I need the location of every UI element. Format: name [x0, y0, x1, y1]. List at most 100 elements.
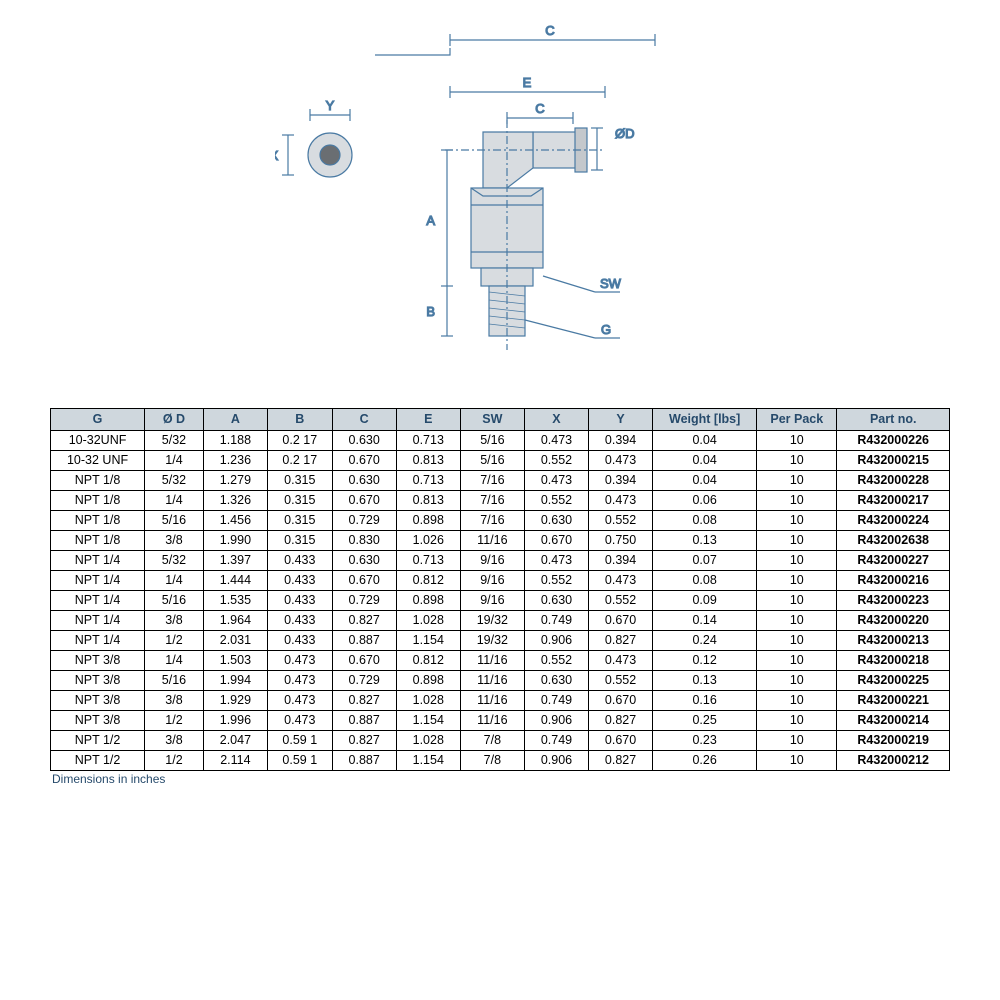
- table-cell: 0.729: [332, 671, 396, 691]
- table-cell: 0.06: [653, 491, 757, 511]
- table-cell: 0.827: [589, 631, 653, 651]
- table-cell: R432000226: [837, 431, 950, 451]
- table-cell: 0.750: [589, 531, 653, 551]
- table-cell: 19/32: [460, 611, 524, 631]
- table-cell: 1/4: [145, 571, 204, 591]
- table-cell: 11/16: [460, 711, 524, 731]
- table-cell: 2.114: [203, 751, 267, 771]
- table-cell: 10: [757, 651, 837, 671]
- table-cell: 0.630: [524, 671, 588, 691]
- table-cell: 11/16: [460, 531, 524, 551]
- table-cell: 0.08: [653, 571, 757, 591]
- table-cell: 0.26: [653, 751, 757, 771]
- table-row: 10-32 UNF1/41.2360.2 170.6700.8135/160.5…: [51, 451, 950, 471]
- table-cell: 0.827: [332, 731, 396, 751]
- table-cell: 0.552: [589, 671, 653, 691]
- table-row: NPT 3/81/21.9960.4730.8871.15411/160.906…: [51, 711, 950, 731]
- table-cell: R432000216: [837, 571, 950, 591]
- table-cell: 11/16: [460, 691, 524, 711]
- table-cell: 5/16: [460, 431, 524, 451]
- table-cell: 11/16: [460, 671, 524, 691]
- dim-g: G: [601, 322, 611, 337]
- table-cell: 0.552: [524, 451, 588, 471]
- table-cell: 19/32: [460, 631, 524, 651]
- table-cell: 0.07: [653, 551, 757, 571]
- table-cell: 1.279: [203, 471, 267, 491]
- table-cell: NPT 1/2: [51, 751, 145, 771]
- table-cell: NPT 1/4: [51, 551, 145, 571]
- table-cell: 0.473: [267, 671, 332, 691]
- table-row: 10-32UNF5/321.1880.2 170.6300.7135/160.4…: [51, 431, 950, 451]
- table-cell: 10: [757, 711, 837, 731]
- table-cell: 0.830: [332, 531, 396, 551]
- dim-sw: SW: [600, 276, 622, 291]
- table-cell: 0.14: [653, 611, 757, 631]
- table-cell: 1.964: [203, 611, 267, 631]
- table-cell: 0.713: [396, 431, 460, 451]
- table-cell: 0.25: [653, 711, 757, 731]
- table-row: NPT 1/85/161.4560.3150.7290.8987/160.630…: [51, 511, 950, 531]
- table-cell: 1.990: [203, 531, 267, 551]
- table-cell: 1.456: [203, 511, 267, 531]
- table-cell: 5/32: [145, 551, 204, 571]
- table-cell: 0.473: [524, 551, 588, 571]
- table-cell: 0.713: [396, 551, 460, 571]
- table-row: NPT 1/45/161.5350.4330.7290.8989/160.630…: [51, 591, 950, 611]
- col-header-x: X: [524, 409, 588, 431]
- table-cell: 10: [757, 691, 837, 711]
- table-cell: 0.315: [267, 491, 332, 511]
- table-cell: 0.23: [653, 731, 757, 751]
- table-cell: 7/16: [460, 491, 524, 511]
- table-cell: R432000223: [837, 591, 950, 611]
- table-row: NPT 1/85/321.2790.3150.6300.7137/160.473…: [51, 471, 950, 491]
- table-cell: 0.670: [332, 651, 396, 671]
- table-cell: 0.898: [396, 591, 460, 611]
- table-cell: R432000227: [837, 551, 950, 571]
- table-cell: 1/2: [145, 631, 204, 651]
- table-cell: 0.473: [267, 691, 332, 711]
- table-cell: 1.994: [203, 671, 267, 691]
- dim-c-inner: C: [535, 101, 544, 116]
- table-cell: 10: [757, 511, 837, 531]
- table-cell: 1.535: [203, 591, 267, 611]
- table-cell: 0.898: [396, 511, 460, 531]
- table-cell: R432000221: [837, 691, 950, 711]
- table-cell: 0.433: [267, 611, 332, 631]
- table-cell: 1/4: [145, 491, 204, 511]
- table-row: NPT 3/83/81.9290.4730.8271.02811/160.749…: [51, 691, 950, 711]
- table-cell: 9/16: [460, 571, 524, 591]
- table-cell: 0.749: [524, 691, 588, 711]
- table-cell: 0.433: [267, 571, 332, 591]
- table-cell: R432000218: [837, 651, 950, 671]
- table-cell: 3/8: [145, 731, 204, 751]
- table-cell: 1.154: [396, 631, 460, 651]
- table-cell: NPT 3/8: [51, 711, 145, 731]
- table-cell: 0.827: [589, 751, 653, 771]
- table-cell: 0.827: [589, 711, 653, 731]
- table-cell: 10: [757, 431, 837, 451]
- table-cell: 0.473: [589, 491, 653, 511]
- table-cell: R432000224: [837, 511, 950, 531]
- table-cell: 1.154: [396, 711, 460, 731]
- table-cell: 0.552: [524, 651, 588, 671]
- dim-b: B: [426, 304, 435, 319]
- table-cell: 5/32: [145, 431, 204, 451]
- table-cell: 10: [757, 591, 837, 611]
- table-cell: 10-32 UNF: [51, 451, 145, 471]
- table-cell: 0.59 1: [267, 731, 332, 751]
- table-cell: 0.887: [332, 711, 396, 731]
- table-row: NPT 3/85/161.9940.4730.7290.89811/160.63…: [51, 671, 950, 691]
- table-cell: 7/16: [460, 511, 524, 531]
- table-cell: 0.13: [653, 671, 757, 691]
- table-cell: 1/2: [145, 711, 204, 731]
- table-cell: 10: [757, 491, 837, 511]
- table-cell: 1.326: [203, 491, 267, 511]
- table-cell: 9/16: [460, 591, 524, 611]
- table-cell: 3/8: [145, 691, 204, 711]
- table-cell: 1.397: [203, 551, 267, 571]
- table-cell: 0.906: [524, 631, 588, 651]
- table-cell: NPT 1/8: [51, 491, 145, 511]
- table-cell: 0.898: [396, 671, 460, 691]
- table-cell: 0.749: [524, 611, 588, 631]
- table-cell: 0.670: [589, 611, 653, 631]
